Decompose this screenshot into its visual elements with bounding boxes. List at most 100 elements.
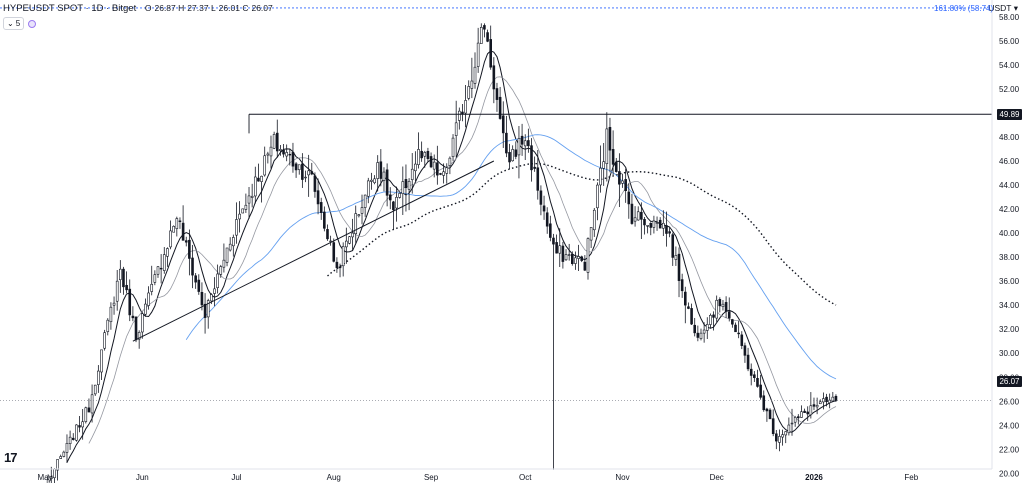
candle-body: [360, 207, 364, 214]
candle-body: [225, 247, 229, 263]
candle-body: [746, 354, 750, 370]
candle-body: [122, 268, 125, 288]
indicators-toggle-button[interactable]: ⌄ 5: [3, 17, 25, 30]
candle-body: [778, 436, 781, 443]
candle-body: [137, 332, 141, 340]
candle-body: [297, 164, 301, 170]
time-tick-label: Sep: [424, 473, 439, 482]
candle-body: [662, 222, 665, 229]
candle-body: [159, 267, 163, 270]
candle-body: [545, 212, 549, 227]
candle-body: [147, 292, 150, 306]
candle-body: [279, 149, 282, 151]
candle-body: [458, 110, 461, 121]
candle-body: [649, 222, 653, 228]
candle-body: [492, 65, 496, 90]
candle-body: [335, 261, 339, 268]
candles: [46, 23, 838, 483]
candle-body: [539, 190, 543, 205]
candle-body: [523, 140, 527, 147]
candle-body: [756, 378, 759, 387]
candle-body: [505, 132, 508, 154]
candle-body: [357, 214, 361, 217]
price-tick-label: 26.00: [999, 397, 1020, 406]
candle-body: [307, 170, 310, 176]
candle-body: [228, 243, 232, 251]
candle-body: [194, 275, 197, 283]
candle-body: [329, 240, 332, 243]
symbol-header[interactable]: HYPEUSDT SPOT · 1D · Bitget O 26.87 H 27.3…: [3, 3, 273, 14]
candle-body: [250, 195, 254, 198]
candle-body: [527, 140, 530, 147]
candle-body: [84, 407, 88, 422]
candle-body: [56, 459, 59, 471]
candle-body: [618, 171, 621, 185]
tradingview-logo-icon[interactable]: 17: [4, 450, 18, 465]
candle-body: [420, 150, 423, 159]
dotted-ma-line: [327, 162, 837, 306]
candle-body: [404, 179, 408, 189]
candle-body: [275, 132, 279, 152]
price-tick-label: 48.00: [999, 133, 1020, 142]
candle-body: [655, 222, 659, 224]
candle-body: [382, 171, 386, 181]
candle-body: [498, 96, 502, 119]
candle-body: [87, 407, 91, 413]
candle-body: [442, 171, 445, 176]
candle-body: [828, 399, 831, 404]
candle-body: [671, 234, 675, 258]
candle-body: [621, 180, 624, 184]
candle-body: [65, 443, 69, 453]
indicator-visibility-icon[interactable]: [28, 19, 37, 28]
candle-body: [658, 219, 662, 229]
candle-body: [690, 308, 693, 325]
candle-body: [366, 180, 370, 197]
candle-body: [316, 190, 320, 205]
candle-body: [517, 138, 521, 156]
candle-body: [68, 436, 72, 444]
candle-body: [479, 27, 483, 44]
candle-body: [709, 314, 712, 325]
candle-body: [614, 162, 618, 172]
candle-body: [216, 273, 219, 288]
price-tick-label: 52.00: [999, 85, 1020, 94]
drawings: [0, 7, 992, 401]
candle-body: [765, 408, 769, 412]
candle-body: [197, 279, 201, 292]
price-tick-label: 56.00: [999, 37, 1020, 46]
indicator-row: ⌄ 5: [3, 17, 37, 30]
price-tick-label: 42.00: [999, 205, 1020, 214]
candle-body: [473, 66, 477, 84]
currency-selector[interactable]: USDT ▾: [988, 3, 1018, 14]
candle-body: [633, 217, 637, 222]
price-tick-label: 54.00: [999, 61, 1020, 70]
candle-body: [90, 394, 94, 414]
candle-body: [536, 167, 540, 191]
time-tick-label: Jul: [231, 473, 241, 482]
candle-body: [784, 431, 788, 436]
candle-body: [470, 80, 474, 89]
candle-body: [93, 384, 97, 395]
candle-body: [285, 152, 288, 157]
indicator-count: 5: [15, 19, 21, 28]
candle-body: [542, 205, 546, 212]
candle-body: [677, 253, 681, 281]
candle-body: [288, 153, 292, 156]
candle-body: [436, 162, 439, 176]
candle-body: [699, 332, 703, 339]
candle-body: [326, 229, 329, 240]
candle-body: [166, 248, 169, 257]
price-tick-label: 38.00: [999, 253, 1020, 262]
candle-body: [721, 303, 725, 307]
candle-body: [115, 280, 119, 302]
candle-body: [574, 257, 577, 264]
candle-body: [310, 171, 314, 175]
candle-body: [338, 266, 342, 269]
candle-body: [611, 149, 615, 165]
candle-body: [564, 254, 568, 261]
ohlc-readout: O 26.87 H 27.37 L 26.01 C 26.07: [145, 3, 273, 13]
candle-body: [112, 302, 116, 306]
candle-body: [586, 238, 590, 273]
